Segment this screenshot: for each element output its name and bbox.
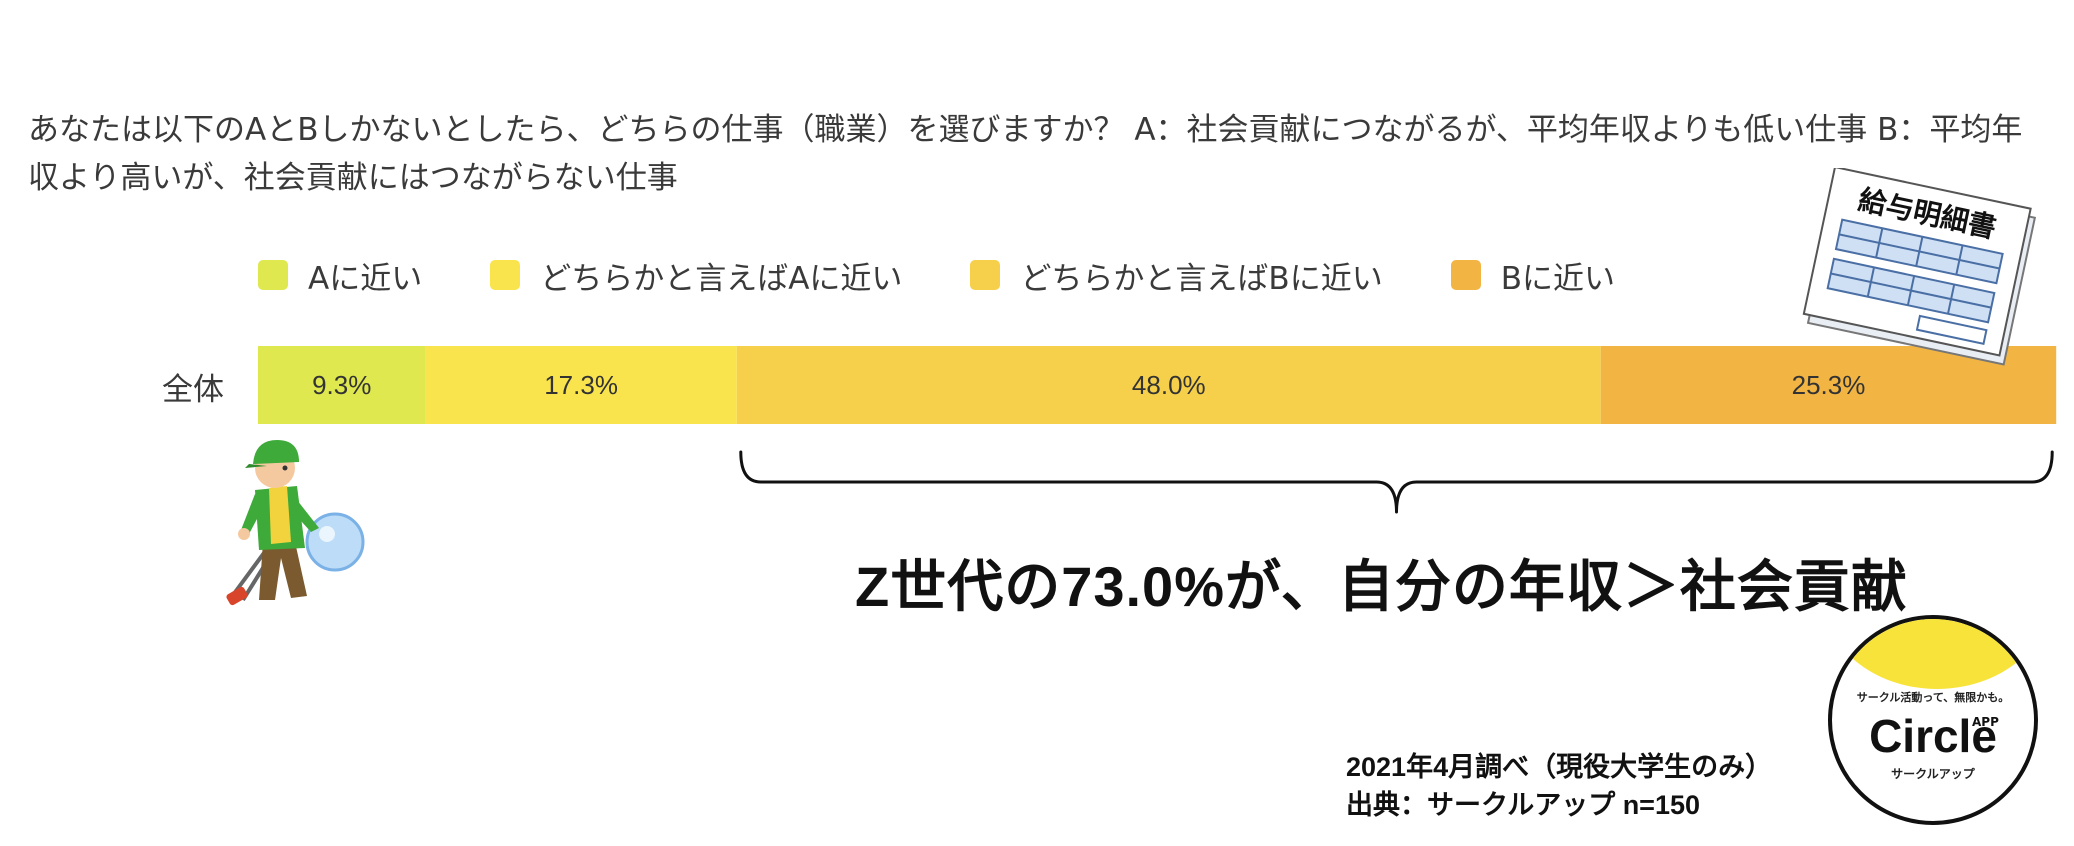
bar-segment-2 <box>425 346 737 424</box>
volunteer-trash-picker-illustration <box>226 440 365 606</box>
circle-app-logo: サークル活動って、無限かも。 Circle APP サークルアップ <box>1828 615 2038 825</box>
chart-legend: Aに近い どちらかと言えばAに近い どちらかと言えばBに近い Bに近い <box>258 253 1683 298</box>
logo-subtitle: サークルアップ <box>1891 767 1975 781</box>
legend-swatch-lean-b <box>970 260 1001 290</box>
bar-segment-1 <box>258 346 426 424</box>
bar-label-2: 17.3% <box>544 370 618 400</box>
legend-item-a: Aに近い <box>258 253 422 298</box>
logo-tagline: サークル活動って、無限かも。 <box>1856 691 2010 704</box>
legend-swatch-a <box>258 260 288 290</box>
legend-label-lean-b: どちらかと言えばBに近い <box>1020 260 1383 297</box>
legend-item-lean-b: どちらかと言えばBに近い <box>970 253 1383 298</box>
source-citation: 出典：サークルアップ n=150 <box>1346 790 1700 820</box>
bar-label-3: 48.0% <box>1132 370 1206 400</box>
bar-value-labels: 9.3% 17.3% 48.0% 25.3% <box>312 370 1865 400</box>
logo-superscript: APP <box>1972 715 1999 729</box>
payslip-document-illustration: 給与明細書 <box>1802 168 2037 366</box>
source-note: 2021年4月調べ（現役大学生のみ） 出典：サークルアップ n=150 <box>1346 748 1772 824</box>
category-label: 全体 <box>162 372 224 408</box>
legend-label-b: Bに近い <box>1500 260 1615 297</box>
annotation-headline: Z世代の73.0%が、自分の年収＞社会貢献 <box>855 555 1908 618</box>
annotation-brace <box>739 450 2054 514</box>
chart-question: あなたは以下のAとBしかないとしたら、どちらの仕事（職業）を選びますか？ A：社… <box>28 112 2023 196</box>
legend-label-lean-a: どちらかと言えばAに近い <box>540 260 903 297</box>
bar-label-1: 9.3% <box>312 370 371 400</box>
bar-segments <box>258 346 2057 424</box>
bar-segment-3 <box>736 346 1601 424</box>
legend-item-lean-a: どちらかと言えばAに近い <box>490 253 902 298</box>
legend-swatch-b <box>1450 260 1481 290</box>
logo-name: Circle <box>1869 710 1997 762</box>
legend-swatch-lean-a <box>490 260 521 290</box>
legend-label-a: Aに近い <box>308 260 423 297</box>
survey-date: 2021年4月調べ（現役大学生のみ） <box>1346 752 1773 782</box>
legend-item-b: Bに近い <box>1450 253 1615 298</box>
logo-cap <box>1832 619 2034 689</box>
bar-label-4: 25.3% <box>1792 370 1866 400</box>
